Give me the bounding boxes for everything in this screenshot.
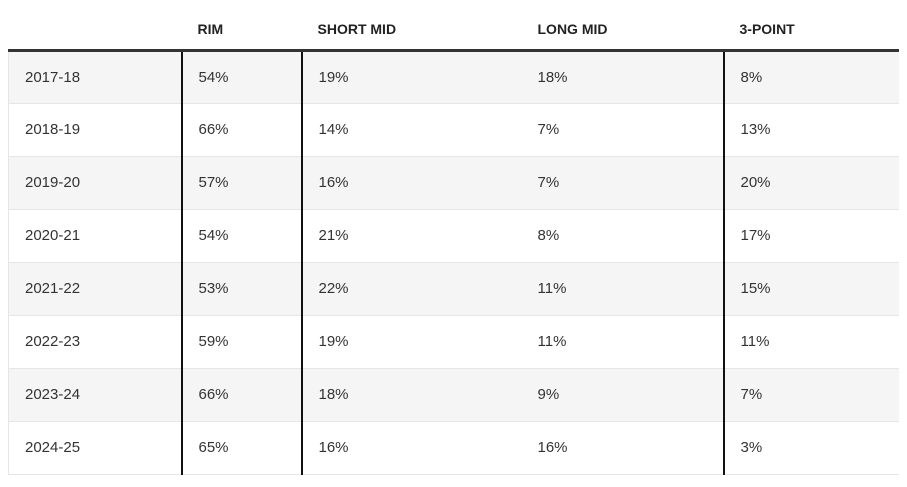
value-cell: 66% xyxy=(180,103,302,157)
value-cell: 22% xyxy=(300,262,522,316)
value-cell: 3% xyxy=(722,421,899,475)
value-cell: 11% xyxy=(521,262,724,316)
value-cell: 19% xyxy=(300,315,522,369)
season-cell: 2018-19 xyxy=(8,103,182,157)
season-cell: 2022-23 xyxy=(8,315,182,369)
season-cell: 2017-18 xyxy=(8,50,182,104)
column-header: 3-POINT xyxy=(723,0,899,52)
value-cell: 16% xyxy=(300,421,522,475)
value-cell: 11% xyxy=(722,315,899,369)
value-cell: 57% xyxy=(180,156,302,210)
column-header: RIM xyxy=(181,0,302,52)
column-header xyxy=(8,0,182,52)
value-cell: 16% xyxy=(521,421,724,475)
table-row: 2019-20 57% 16% 7% 20% xyxy=(8,156,899,210)
value-cell: 14% xyxy=(300,103,522,157)
value-cell: 18% xyxy=(300,368,522,422)
table-row: 2022-23 59% 19% 11% 11% xyxy=(8,315,899,369)
value-cell: 17% xyxy=(722,209,899,263)
season-cell: 2021-22 xyxy=(8,262,182,316)
value-cell: 65% xyxy=(180,421,302,475)
value-cell: 9% xyxy=(521,368,724,422)
table-row: 2023-24 66% 18% 9% 7% xyxy=(8,368,899,422)
season-cell: 2020-21 xyxy=(8,209,182,263)
table-header: RIM SHORT MID LONG MID 3-POINT xyxy=(8,0,899,52)
table-body: 2017-18 54% 19% 18% 8% 2018-19 66% 14% 7% 13% 2019… xyxy=(8,50,899,475)
value-cell: 7% xyxy=(521,156,724,210)
value-cell: 8% xyxy=(722,50,899,104)
column-header: SHORT MID xyxy=(301,0,522,52)
value-cell: 20% xyxy=(722,156,899,210)
table-row: 2024-25 65% 16% 16% 3% xyxy=(8,421,899,475)
table-row: 2021-22 53% 22% 11% 15% xyxy=(8,262,899,316)
column-header: LONG MID xyxy=(521,0,724,52)
value-cell: 18% xyxy=(521,50,724,104)
value-cell: 59% xyxy=(180,315,302,369)
value-cell: 21% xyxy=(300,209,522,263)
value-cell: 8% xyxy=(521,209,724,263)
season-cell: 2019-20 xyxy=(8,156,182,210)
header-row: RIM SHORT MID LONG MID 3-POINT xyxy=(8,0,899,52)
season-cell: 2024-25 xyxy=(8,421,182,475)
table-row: 2018-19 66% 14% 7% 13% xyxy=(8,103,899,157)
value-cell: 66% xyxy=(180,368,302,422)
value-cell: 7% xyxy=(722,368,899,422)
season-cell: 2023-24 xyxy=(8,368,182,422)
value-cell: 16% xyxy=(300,156,522,210)
value-cell: 15% xyxy=(722,262,899,316)
value-cell: 11% xyxy=(521,315,724,369)
value-cell: 54% xyxy=(180,209,302,263)
value-cell: 13% xyxy=(722,103,899,157)
value-cell: 19% xyxy=(300,50,522,104)
value-cell: 53% xyxy=(180,262,302,316)
table-row: 2017-18 54% 19% 18% 8% xyxy=(8,50,899,104)
table-row: 2020-21 54% 21% 8% 17% xyxy=(8,209,899,263)
value-cell: 7% xyxy=(521,103,724,157)
shot-distribution-table: RIM SHORT MID LONG MID 3-POINT 2017-18 54% 19… xyxy=(8,0,899,475)
value-cell: 54% xyxy=(180,50,302,104)
